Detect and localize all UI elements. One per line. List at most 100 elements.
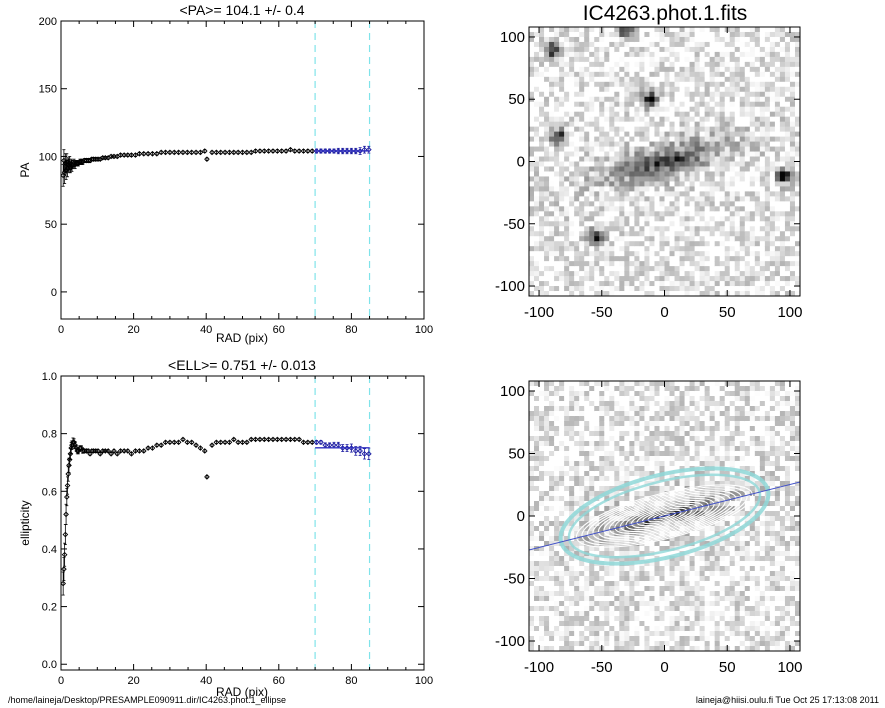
isophote-pixel — [619, 566, 625, 572]
image-pixel — [569, 201, 575, 207]
isophote-pixel — [589, 386, 595, 392]
isophote-pixel — [559, 591, 565, 597]
isophote-pixel — [564, 421, 570, 427]
image-pixel — [534, 121, 540, 128]
image-pixel — [724, 236, 731, 242]
image-pixel — [689, 96, 696, 103]
image-pixel — [744, 41, 751, 48]
image-pixel — [529, 201, 535, 207]
image-pixel — [699, 206, 706, 212]
isophote-pixel — [609, 431, 615, 437]
image-pixel — [569, 66, 575, 73]
image-pixel — [659, 271, 666, 277]
isophote-pixel — [599, 591, 605, 597]
isophote-pixel — [584, 561, 590, 567]
ell-point — [111, 448, 117, 454]
image-pixel — [674, 71, 681, 78]
image-pixel — [779, 96, 786, 103]
image-pixel — [699, 216, 706, 222]
image-pixel — [719, 51, 726, 58]
isophote-pixel — [634, 491, 641, 497]
image-pixel — [699, 186, 706, 192]
image-pixel — [594, 126, 600, 133]
isophote-pixel — [604, 506, 610, 512]
image-pixel — [759, 281, 766, 287]
image-pixel — [599, 36, 605, 43]
isophote-pixel — [539, 421, 545, 427]
image-pixel — [539, 111, 545, 118]
image-pixel — [689, 151, 696, 158]
image-pixel — [569, 281, 575, 287]
image-pixel — [534, 236, 540, 242]
image-pixel — [614, 146, 620, 153]
image-pixel — [634, 76, 641, 83]
image-pixel — [614, 66, 620, 73]
image-pixel — [664, 186, 671, 192]
isophote-pixel — [594, 601, 600, 607]
isophote-pixel — [599, 481, 605, 487]
image-pixel — [649, 281, 656, 287]
image-pixel — [634, 196, 641, 202]
isophote-pixel — [594, 391, 600, 397]
image-pixel — [539, 246, 545, 252]
isophote-pixel — [654, 456, 661, 462]
ell-point — [60, 571, 67, 596]
image-pixel — [554, 36, 560, 43]
image-pixel — [649, 156, 656, 163]
image-pixel — [794, 206, 800, 212]
isophote-pixel — [534, 601, 540, 607]
isophote-pixel — [584, 616, 590, 622]
image-pixel — [574, 246, 580, 252]
image-pixel — [594, 211, 600, 217]
image-pixel — [619, 226, 625, 232]
isophote-pixel — [679, 421, 686, 427]
isophote-pixel — [639, 381, 646, 387]
image-pixel — [779, 281, 786, 287]
image-pixel — [744, 236, 751, 242]
isophote-pixel — [644, 641, 651, 647]
isophote-pixel — [584, 516, 590, 522]
image-pixel — [669, 181, 676, 188]
image-pixel — [604, 61, 610, 68]
image-pixel — [549, 266, 555, 272]
image-pixel — [574, 36, 580, 43]
image-pixel — [564, 141, 570, 148]
isophote-pixel — [529, 646, 535, 651]
image-pixel — [619, 36, 625, 43]
isophote-pixel — [604, 421, 610, 427]
pa-y-tick: 100 — [39, 151, 424, 163]
image-pixel — [674, 261, 681, 267]
image-pixel — [579, 31, 585, 38]
image-pixel — [589, 181, 595, 188]
image-pixel — [574, 156, 580, 163]
isophote-pixel — [534, 441, 540, 447]
image-pixel — [789, 231, 796, 237]
image-pixel — [609, 256, 615, 262]
isophote-pixel — [544, 381, 550, 387]
image-pixel — [694, 191, 701, 197]
isophote-pixel — [559, 461, 565, 467]
image-pixel — [744, 221, 751, 227]
isophote-pixel — [604, 441, 610, 447]
isophote-pixel — [549, 451, 555, 457]
image-pixel — [559, 126, 565, 133]
image-pixel — [759, 201, 766, 207]
image-pixel — [699, 41, 706, 48]
isophote-pixel — [584, 631, 590, 637]
image-pixel — [679, 36, 686, 43]
isophote-pixel — [639, 636, 646, 642]
image-pixel — [654, 201, 661, 207]
isophote-pixel — [684, 431, 691, 437]
image-pixel — [669, 91, 676, 98]
image-pixel — [584, 266, 590, 272]
isophote-pixel — [614, 581, 620, 587]
isophote-pixel — [619, 606, 625, 612]
image-pixel — [674, 246, 681, 252]
image-pixel — [734, 276, 741, 282]
isophote-pixel — [674, 421, 681, 427]
image-pixel — [544, 86, 550, 93]
isophote-pixel — [664, 641, 671, 647]
pa-y-tick-label: 0 — [51, 287, 57, 299]
image-pixel — [729, 266, 736, 272]
image-x-tick: -100 — [524, 27, 554, 321]
